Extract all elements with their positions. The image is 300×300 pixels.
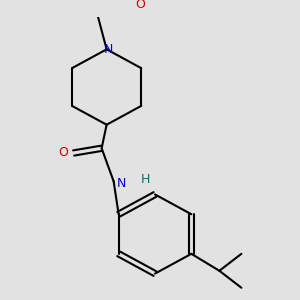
Text: N: N [104,43,113,56]
Text: N: N [117,177,126,190]
Text: O: O [59,146,69,160]
Text: O: O [136,0,146,11]
Text: H: H [141,173,150,186]
